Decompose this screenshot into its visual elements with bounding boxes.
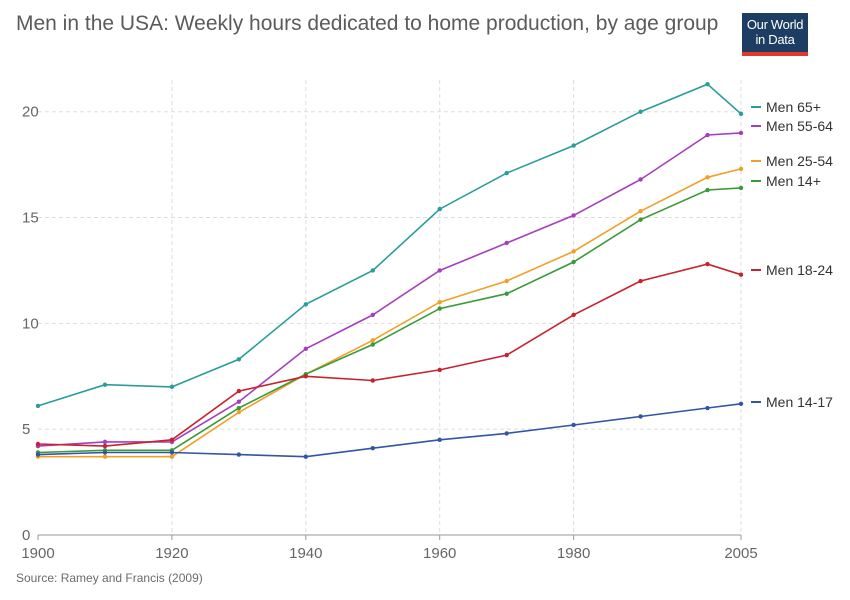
x-tick-label: 1960 bbox=[423, 545, 456, 562]
data-point-men-18-24 bbox=[303, 374, 309, 379]
data-point-men-25-54 bbox=[236, 410, 242, 415]
data-point-men-25-54 bbox=[738, 166, 744, 172]
grid-lines bbox=[38, 80, 742, 535]
y-tick-label: 0 bbox=[22, 527, 30, 544]
data-point-men-25-54 bbox=[102, 454, 108, 459]
data-point-men-18-24 bbox=[738, 272, 744, 277]
data-point-men-14-17 bbox=[169, 450, 175, 455]
series-label-men-14-17: Men 14-17 bbox=[766, 394, 833, 410]
data-point-men-55-64 bbox=[738, 130, 744, 136]
data-point-men-18-24 bbox=[236, 388, 242, 394]
data-point-men-55-64 bbox=[705, 132, 710, 138]
logo-line-1: Our World bbox=[746, 17, 804, 32]
data-point-men-65- bbox=[437, 206, 442, 212]
series-label-men-14-: Men 14+ bbox=[766, 173, 821, 189]
data-point-men-14-17 bbox=[738, 401, 744, 406]
x-tick-label: 1940 bbox=[289, 545, 322, 562]
logo-accent-bar bbox=[742, 52, 808, 56]
series-line-men-55-64 bbox=[37, 132, 742, 447]
logo-line-2: in Data bbox=[755, 32, 795, 47]
chart-title: Men in the USA: Weekly hours dedicated t… bbox=[16, 12, 719, 35]
series-label-men-55-64: Men 55-64 bbox=[766, 118, 833, 134]
data-point-men-65- bbox=[705, 82, 710, 87]
series-label-men-25-54: Men 25-54 bbox=[766, 153, 833, 169]
data-point-men-14- bbox=[370, 342, 375, 347]
y-tick-label: 10 bbox=[22, 315, 39, 332]
data-point-men-18-24 bbox=[102, 443, 108, 449]
data-point-men-14-17 bbox=[705, 405, 710, 411]
data-point-men-14- bbox=[705, 187, 710, 193]
data-point-men-25-54 bbox=[370, 338, 375, 343]
data-point-men-55-64 bbox=[303, 346, 309, 351]
data-point-men-65- bbox=[35, 403, 41, 409]
data-point-men-18-24 bbox=[705, 261, 710, 267]
data-point-men-25-54 bbox=[169, 454, 175, 459]
data-point-men-65- bbox=[638, 109, 643, 114]
owid-logo[interactable]: Our World in Data bbox=[742, 13, 808, 56]
data-point-men-14-17 bbox=[437, 437, 442, 442]
source-note: Source: Ramey and Francis (2009) bbox=[16, 571, 203, 585]
data-point-men-55-64 bbox=[236, 399, 242, 404]
data-point-men-65- bbox=[102, 382, 108, 387]
data-point-men-55-64 bbox=[638, 177, 643, 182]
data-point-men-14-17 bbox=[236, 452, 242, 457]
data-point-men-65- bbox=[169, 384, 175, 390]
data-point-men-14- bbox=[738, 185, 744, 191]
data-point-men-65- bbox=[303, 302, 309, 307]
data-point-men-18-24 bbox=[571, 312, 576, 318]
data-point-men-18-24 bbox=[437, 367, 442, 373]
data-point-men-14-17 bbox=[102, 450, 108, 455]
data-point-men-65- bbox=[370, 268, 375, 273]
x-tick-label: 1980 bbox=[557, 545, 590, 562]
series-line-men-18-24 bbox=[37, 263, 742, 447]
data-point-men-55-64 bbox=[370, 312, 375, 318]
data-point-men-14-17 bbox=[638, 414, 643, 419]
data-point-men-18-24 bbox=[370, 378, 375, 383]
data-point-men-65- bbox=[236, 357, 242, 362]
data-point-men-25-54 bbox=[705, 175, 710, 180]
data-point-men-14- bbox=[571, 259, 576, 265]
data-point-men-14-17 bbox=[370, 446, 375, 451]
series-label-men-18-24: Men 18-24 bbox=[766, 262, 833, 278]
data-point-men-25-54 bbox=[504, 278, 509, 284]
y-tick-label: 15 bbox=[22, 210, 39, 227]
data-point-men-55-64 bbox=[437, 268, 442, 273]
data-point-men-65- bbox=[571, 143, 576, 148]
series-line-men-25-54 bbox=[38, 168, 742, 458]
data-point-men-25-54 bbox=[437, 300, 442, 305]
data-point-men-14- bbox=[236, 405, 242, 411]
data-point-men-14-17 bbox=[504, 431, 509, 436]
data-point-men-18-24 bbox=[35, 441, 41, 447]
data-point-men-18-24 bbox=[638, 278, 643, 284]
series-lines bbox=[35, 82, 744, 459]
data-point-men-25-54 bbox=[571, 249, 576, 254]
data-point-men-18-24 bbox=[504, 352, 509, 358]
axes: 0 5 10 15 20 1900 1920 1940 1960 1980 2005 bbox=[21, 104, 757, 562]
data-point-men-14-17 bbox=[303, 454, 309, 459]
data-point-men-25-54 bbox=[638, 209, 643, 214]
data-point-men-18-24 bbox=[169, 437, 175, 442]
data-point-men-65- bbox=[738, 111, 744, 117]
y-tick-label: 20 bbox=[22, 104, 39, 121]
series-label-men-65-: Men 65+ bbox=[766, 99, 821, 115]
data-point-men-14-17 bbox=[35, 452, 41, 457]
x-tick-label: 1900 bbox=[21, 545, 54, 562]
data-point-men-14- bbox=[437, 306, 442, 311]
series-labels: Men 65+ Men 55-64 Men 25-54 Men 14+ Men 18-2… bbox=[751, 99, 833, 410]
data-point-men-14- bbox=[504, 291, 509, 296]
series-line-men-65- bbox=[37, 83, 742, 407]
data-point-men-65- bbox=[504, 170, 509, 176]
data-point-men-55-64 bbox=[102, 439, 108, 445]
x-tick-label: 1920 bbox=[155, 545, 188, 562]
data-point-men-55-64 bbox=[504, 240, 509, 246]
y-tick-label: 5 bbox=[22, 421, 30, 438]
series-line-men-14- bbox=[37, 187, 742, 454]
series-line-men-14-17 bbox=[37, 403, 742, 458]
data-point-men-55-64 bbox=[571, 213, 576, 218]
x-tick-label: 2005 bbox=[724, 545, 757, 562]
data-point-men-14- bbox=[638, 217, 643, 222]
data-point-men-14-17 bbox=[571, 422, 576, 428]
